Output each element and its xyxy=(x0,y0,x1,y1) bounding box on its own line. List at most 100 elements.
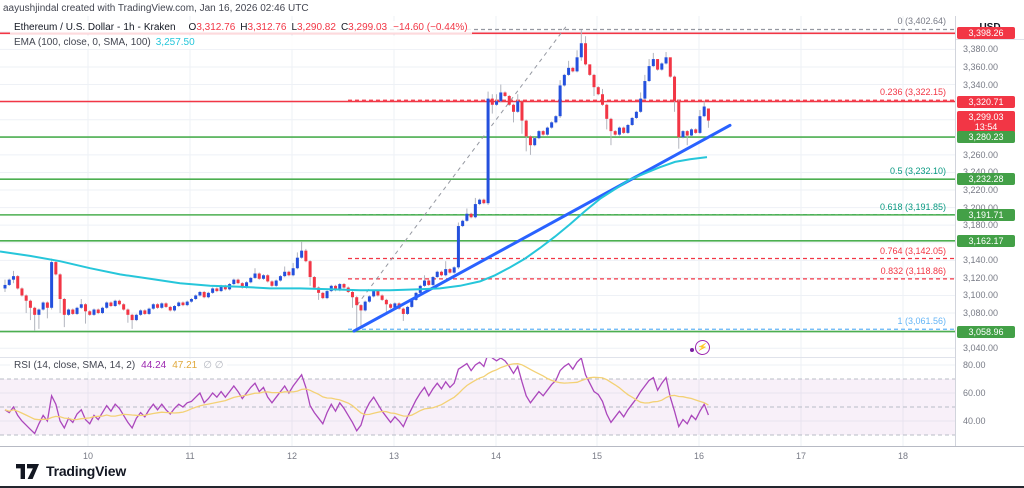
rsi-value: 44.24 xyxy=(141,360,167,371)
legend-separator: - xyxy=(117,22,121,33)
candle-down xyxy=(469,213,473,218)
candle-down xyxy=(71,309,75,314)
candle-up xyxy=(291,268,295,276)
rsi-label: RSI (14, close, SMA, 14, 2) xyxy=(14,360,136,371)
change-value: −14.60 (−0.44%) xyxy=(393,22,468,33)
fib-level-label: 0.764 (3,142.05) xyxy=(879,245,946,256)
pane-divider[interactable] xyxy=(0,357,1024,358)
candle-up xyxy=(452,267,456,273)
candle-down xyxy=(164,303,168,307)
candle-down xyxy=(117,300,121,305)
candle-up xyxy=(147,308,151,314)
candle-down xyxy=(143,310,147,314)
candle-down xyxy=(613,131,617,135)
candle-down xyxy=(156,304,160,308)
current-price-badge: 3,299.03 13:54 xyxy=(957,110,1015,133)
candle-up xyxy=(660,63,664,70)
candle-down xyxy=(609,118,613,132)
fib-level-label: 1 (3,061.56) xyxy=(897,316,946,327)
candle-up xyxy=(79,304,83,308)
candle-up xyxy=(499,92,503,102)
candle-up xyxy=(486,98,490,204)
candle-down xyxy=(84,304,88,312)
candle-down xyxy=(520,101,524,121)
candle-up xyxy=(558,85,562,117)
candle-up xyxy=(372,291,376,297)
time-tick: 18 xyxy=(897,451,908,461)
candle-down xyxy=(28,300,32,308)
fib-level-label: 0.618 (3,191.85) xyxy=(879,201,946,212)
candle-up xyxy=(630,117,634,125)
candle-down xyxy=(584,43,588,65)
candle-up xyxy=(698,116,702,133)
rsi-tick: 40.00 xyxy=(963,415,986,426)
time-axis[interactable]: 10 11 12 13 14 15 16 17 18 xyxy=(0,446,1024,464)
candle-up xyxy=(160,303,164,308)
candle-up xyxy=(545,127,549,135)
candle-up xyxy=(245,282,249,288)
candle-up xyxy=(516,101,520,112)
high-label: H xyxy=(240,22,248,33)
candle-up xyxy=(113,300,117,307)
candle-down xyxy=(223,285,227,290)
candle-down xyxy=(355,297,359,306)
candle-down xyxy=(677,101,681,138)
candle-up xyxy=(435,271,439,278)
candle-down xyxy=(389,304,393,308)
price-tick: 3,180.00 xyxy=(963,220,999,231)
candle-up xyxy=(139,310,143,315)
candle-down xyxy=(130,314,134,321)
rsi-legend-row[interactable]: RSI (14, close, SMA, 14, 2) 44.24 47.21 ∅ ∅ xyxy=(10,359,228,372)
footer-branding[interactable]: TradingView xyxy=(16,463,126,479)
candle-down xyxy=(592,74,596,88)
candle-down xyxy=(88,311,92,315)
rsi-tick: 80.00 xyxy=(963,359,986,370)
candle-up xyxy=(461,220,465,227)
candle-up xyxy=(681,131,685,138)
interval-label: 1h xyxy=(123,22,135,33)
attribution-text: aayushjindal created with TradingView.co… xyxy=(3,3,309,14)
time-tick: 10 xyxy=(82,451,93,461)
candle-down xyxy=(622,127,626,133)
candle-down xyxy=(685,131,689,136)
price-tick: 3,040.00 xyxy=(963,343,999,354)
candle-up xyxy=(185,301,189,306)
candle-up xyxy=(283,271,287,277)
price-level-badge: 3,320.71 xyxy=(957,95,1015,108)
candle-down xyxy=(512,104,515,112)
candle-down xyxy=(266,275,270,282)
candle-down xyxy=(96,309,100,314)
candle-down xyxy=(45,302,49,308)
candle-up xyxy=(363,301,367,311)
candle-up xyxy=(367,296,371,302)
price-level-badge: 3,058.96 xyxy=(957,325,1015,338)
candle-up xyxy=(325,291,329,299)
close-label: C xyxy=(340,22,349,33)
candle-up xyxy=(533,138,537,146)
candle-up xyxy=(465,213,469,221)
candle-down xyxy=(240,283,244,288)
candle-up xyxy=(478,199,482,205)
symbol-name: Ethereum / U.S. Dollar xyxy=(14,22,115,33)
exchange-label: Kraken xyxy=(143,22,176,33)
candle-up xyxy=(406,306,410,314)
candle-up xyxy=(41,302,45,310)
candle-up xyxy=(189,298,193,302)
candle-down xyxy=(439,271,443,276)
candle-up xyxy=(423,280,427,286)
candle-down xyxy=(541,131,545,135)
candle-up xyxy=(393,303,397,308)
candle-down xyxy=(656,59,660,70)
ema-legend-row[interactable]: EMA (100, close, 0, SMA, 100) 3,257.50 xyxy=(10,36,472,49)
symbol-legend-row[interactable]: Ethereum / U.S. Dollar -1h - Kraken O3,312.7… xyxy=(10,21,472,34)
candle-up xyxy=(219,285,223,292)
candle-up xyxy=(495,101,499,105)
candle-down xyxy=(588,64,592,75)
candle-up xyxy=(431,277,435,285)
time-tick: 11 xyxy=(185,451,195,461)
price-tick: 3,340.00 xyxy=(963,79,999,90)
candle-down xyxy=(168,306,172,311)
time-tick: 15 xyxy=(591,451,602,461)
candle-down xyxy=(571,67,575,72)
